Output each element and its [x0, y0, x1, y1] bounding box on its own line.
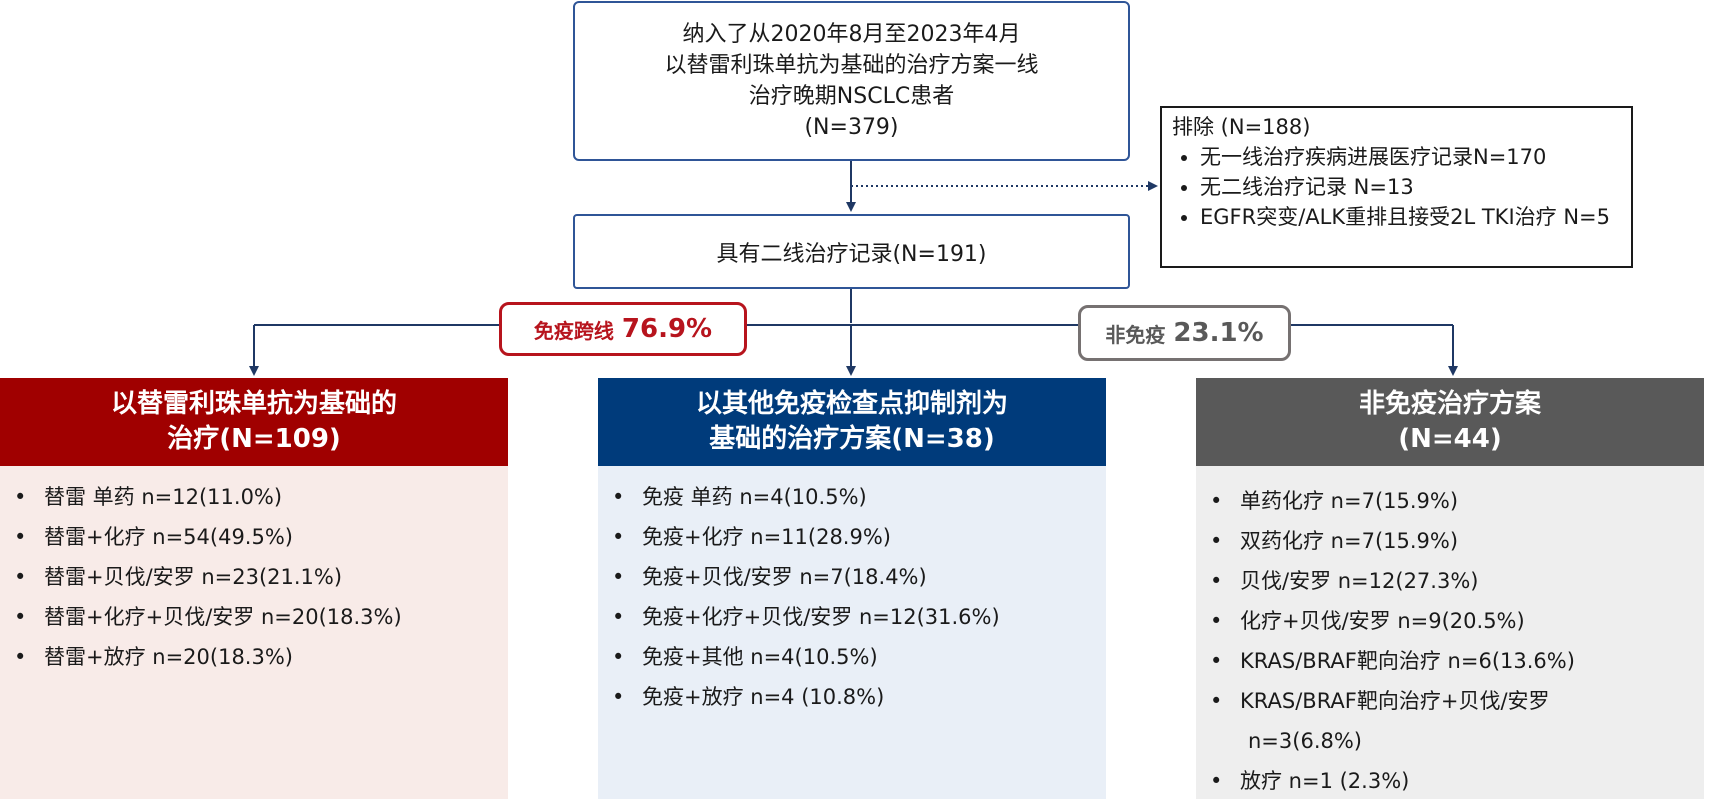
regimen-item: 免疫+其他 n=4(10.5%) — [612, 637, 1106, 677]
tislelizumab-column-header: 以替雷利珠单抗为基础的 治疗(N=109) — [0, 378, 508, 466]
inclusion-line: 纳入了从2020年8月至2023年4月 — [682, 22, 1021, 47]
regimen-item: 免疫+放疗 n=4 (10.8%) — [612, 677, 1106, 717]
other-icis-column-body: 免疫 单药 n=4(10.5%) 免疫+化疗 n=11(28.9%) 免疫+贝伐… — [598, 466, 1106, 799]
non-immuno-column-body: 单药化疗 n=7(15.9%) 双药化疗 n=7(15.9%) 贝伐/安罗 n=… — [1196, 466, 1704, 801]
regimen-item: 替雷 单药 n=12(11.0%) — [14, 477, 508, 517]
regimen-item-text: KRAS/BRAF靶向治疗+贝伐/安罗 — [1240, 689, 1550, 713]
inclusion-line: (N=379) — [804, 115, 899, 140]
regimen-item: 替雷+化疗 n=54(49.5%) — [14, 517, 508, 557]
regimen-item: 替雷+放疗 n=20(18.3%) — [14, 637, 508, 677]
regimen-item: KRAS/BRAF靶向治疗 n=6(13.6%) — [1210, 641, 1704, 681]
non-immuno-column-header: 非免疫治疗方案 (N=44) — [1196, 378, 1704, 466]
regimen-item: 免疫+贝伐/安罗 n=7(18.4%) — [612, 557, 1106, 597]
exclusion-list: 无一线治疗疾病进展医疗记录N=170 无二线治疗记录 N=13 EGFR突变/A… — [1172, 142, 1621, 232]
regimen-item: 免疫+化疗+贝伐/安罗 n=12(31.6%) — [612, 597, 1106, 637]
immuno-badge-value: 76.9% — [621, 314, 713, 344]
regimen-item: 免疫+化疗 n=11(28.9%) — [612, 517, 1106, 557]
column-title-line: 基础的治疗方案(N=38) — [709, 424, 995, 454]
column-title-line: 以替雷利珠单抗为基础的 — [110, 389, 397, 419]
column-title-line: (N=44) — [1398, 424, 1502, 454]
non-immuno-badge-value: 23.1% — [1173, 318, 1264, 348]
non-immuno-badge-label: 非免疫 — [1105, 322, 1166, 347]
column-title-line: 治疗(N=109) — [167, 424, 341, 454]
regimen-item-continuation: n=3(6.8%) — [1248, 729, 1363, 753]
exclusion-title: 排除 (N=188) — [1172, 115, 1311, 139]
exclusion-item: 无一线治疗疾病进展医疗记录N=170 — [1200, 142, 1621, 172]
exclusion-box: 排除 (N=188) 无一线治疗疾病进展医疗记录N=170 无二线治疗记录 N=… — [1160, 106, 1633, 268]
immuno-badge-label: 免疫跨线 — [533, 318, 614, 343]
other-icis-column-header: 以其他免疫检查点抑制剂为 基础的治疗方案(N=38) — [598, 378, 1106, 466]
regimen-item: 免疫 单药 n=4(10.5%) — [612, 477, 1106, 517]
regimen-list: 单药化疗 n=7(15.9%) 双药化疗 n=7(15.9%) 贝伐/安罗 n=… — [1196, 481, 1704, 801]
regimen-item: 替雷+化疗+贝伐/安罗 n=20(18.3%) — [14, 597, 508, 637]
inclusion-box: 纳入了从2020年8月至2023年4月 以替雷利珠单抗为基础的治疗方案一线 治疗… — [573, 1, 1130, 161]
regimen-item: 贝伐/安罗 n=12(27.3%) — [1210, 561, 1704, 601]
inclusion-line: 治疗晚期NSCLC患者 — [748, 84, 955, 109]
regimen-list: 替雷 单药 n=12(11.0%) 替雷+化疗 n=54(49.5%) 替雷+贝… — [0, 477, 508, 677]
inclusion-line: 以替雷利珠单抗为基础的治疗方案一线 — [664, 53, 1039, 78]
column-title-line: 以其他免疫检查点抑制剂为 — [695, 389, 1008, 419]
exclusion-item: EGFR突变/ALK重排且接受2L TKI治疗 N=5 — [1200, 202, 1621, 232]
non-immuno-badge: 非免疫 23.1% — [1078, 305, 1291, 361]
second-line-box: 具有二线治疗记录(N=191) — [573, 214, 1130, 289]
regimen-item: 单药化疗 n=7(15.9%) — [1210, 481, 1704, 521]
exclusion-item: 无二线治疗记录 N=13 — [1200, 172, 1621, 202]
tislelizumab-column-body: 替雷 单药 n=12(11.0%) 替雷+化疗 n=54(49.5%) 替雷+贝… — [0, 466, 508, 799]
regimen-item: 放疗 n=1 (2.3%) — [1210, 761, 1704, 801]
regimen-item: 化疗+贝伐/安罗 n=9(20.5%) — [1210, 601, 1704, 641]
second-line-label: 具有二线治疗记录(N=191) — [716, 241, 987, 267]
immuno-cross-line-badge: 免疫跨线 76.9% — [499, 302, 747, 356]
regimen-list: 免疫 单药 n=4(10.5%) 免疫+化疗 n=11(28.9%) 免疫+贝伐… — [598, 477, 1106, 717]
regimen-item: 双药化疗 n=7(15.9%) — [1210, 521, 1704, 561]
column-title-line: 非免疫治疗方案 — [1358, 389, 1541, 419]
regimen-item: KRAS/BRAF靶向治疗+贝伐/安罗 n=3(6.8%) — [1210, 681, 1704, 761]
regimen-item: 替雷+贝伐/安罗 n=23(21.1%) — [14, 557, 508, 597]
